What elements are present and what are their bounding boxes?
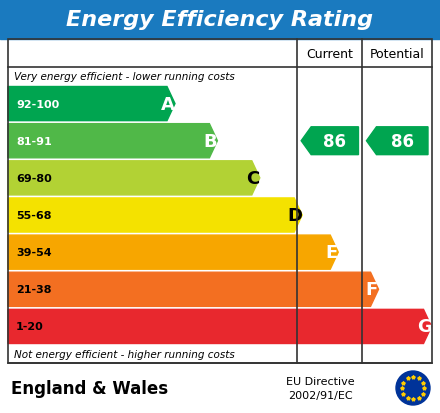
Bar xyxy=(8,40,432,363)
Text: 86: 86 xyxy=(323,133,346,150)
Text: 2002/91/EC: 2002/91/EC xyxy=(288,390,352,400)
Text: Not energy efficient - higher running costs: Not energy efficient - higher running co… xyxy=(14,349,235,359)
Polygon shape xyxy=(301,128,359,155)
Polygon shape xyxy=(367,128,428,155)
Text: Potential: Potential xyxy=(370,47,425,60)
Bar xyxy=(0,363,440,413)
Polygon shape xyxy=(8,199,302,233)
Polygon shape xyxy=(8,310,432,344)
Text: 1-20: 1-20 xyxy=(16,322,44,332)
Text: A: A xyxy=(161,95,175,113)
Text: Current: Current xyxy=(306,47,353,60)
Bar xyxy=(0,0,440,40)
Text: F: F xyxy=(365,280,378,299)
Text: 39-54: 39-54 xyxy=(16,247,51,258)
Text: 81-91: 81-91 xyxy=(16,136,52,146)
Text: 86: 86 xyxy=(391,133,414,150)
Text: E: E xyxy=(325,244,337,261)
Text: Very energy efficient - lower running costs: Very energy efficient - lower running co… xyxy=(14,72,235,82)
Text: England & Wales: England & Wales xyxy=(11,379,169,397)
Circle shape xyxy=(396,371,430,405)
Polygon shape xyxy=(8,273,378,306)
Text: G: G xyxy=(417,318,432,336)
Polygon shape xyxy=(8,161,260,195)
Text: 21-38: 21-38 xyxy=(16,285,51,294)
Text: D: D xyxy=(288,206,303,224)
Text: 92-100: 92-100 xyxy=(16,100,59,109)
Polygon shape xyxy=(8,235,338,270)
Text: C: C xyxy=(246,169,260,188)
Polygon shape xyxy=(8,87,175,121)
Text: EU Directive: EU Directive xyxy=(286,376,354,386)
Text: 69-80: 69-80 xyxy=(16,173,52,183)
Text: 55-68: 55-68 xyxy=(16,211,51,221)
Text: Energy Efficiency Rating: Energy Efficiency Rating xyxy=(66,10,374,30)
Polygon shape xyxy=(8,124,217,159)
Text: B: B xyxy=(204,133,217,150)
